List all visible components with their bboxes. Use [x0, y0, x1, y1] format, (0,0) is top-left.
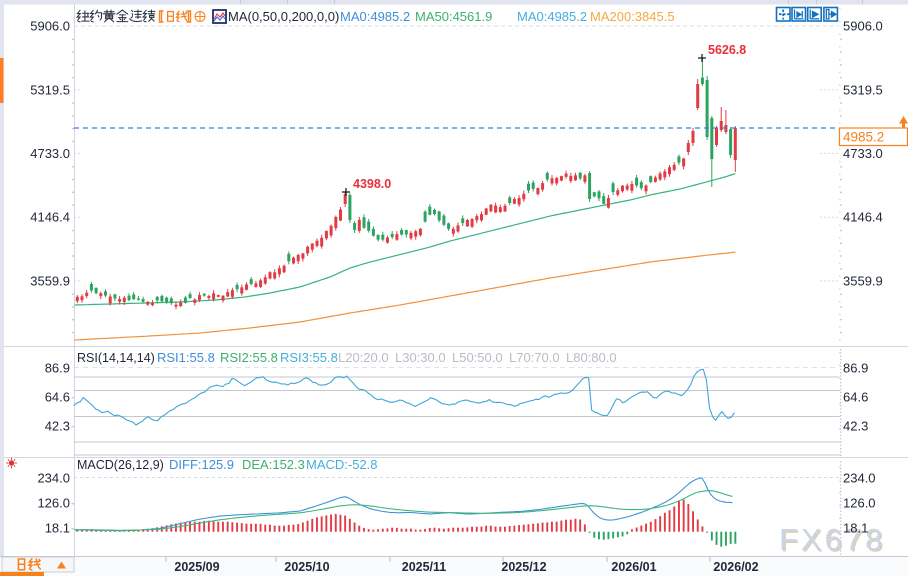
svg-text:42.3: 42.3: [45, 419, 70, 434]
svg-text:86.9: 86.9: [45, 361, 70, 376]
svg-text:5906.0: 5906.0: [843, 19, 883, 34]
svg-text:2026/01: 2026/01: [611, 560, 656, 574]
svg-text:2026/02: 2026/02: [713, 560, 758, 574]
svg-text:126.0: 126.0: [843, 496, 876, 511]
svg-text:L70:70.0: L70:70.0: [509, 350, 560, 365]
svg-text:MA(0,50,0,200,0,0): MA(0,50,0,200,0,0): [228, 9, 339, 24]
svg-text:18.1: 18.1: [843, 521, 868, 536]
svg-text:5626.8: 5626.8: [708, 43, 746, 57]
svg-text:3559.9: 3559.9: [843, 274, 883, 289]
svg-text:4398.0: 4398.0: [353, 177, 391, 191]
svg-text:5319.5: 5319.5: [843, 83, 883, 98]
svg-text:4985.2: 4985.2: [843, 130, 884, 145]
svg-text:64.6: 64.6: [843, 390, 868, 405]
svg-text:4146.4: 4146.4: [843, 210, 883, 225]
svg-text:MA50:4561.9: MA50:4561.9: [415, 9, 492, 24]
svg-text:MACD:-52.8: MACD:-52.8: [306, 457, 378, 472]
svg-text:DEA:152.3: DEA:152.3: [242, 457, 305, 472]
svg-text:5906.0: 5906.0: [30, 19, 70, 34]
svg-text:RSI1:55.8: RSI1:55.8: [157, 350, 215, 365]
svg-text:FX678: FX678: [781, 524, 887, 559]
svg-text:2025/09: 2025/09: [174, 560, 219, 574]
svg-text:64.6: 64.6: [45, 390, 70, 405]
svg-text:2025/12: 2025/12: [501, 560, 546, 574]
svg-text:L50:50.0: L50:50.0: [452, 350, 503, 365]
svg-text:42.3: 42.3: [843, 419, 868, 434]
svg-text:RSI2:55.8: RSI2:55.8: [220, 350, 278, 365]
svg-text:MA0:4985.2: MA0:4985.2: [340, 9, 410, 24]
svg-text:5319.5: 5319.5: [30, 83, 70, 98]
svg-text:86.9: 86.9: [843, 361, 868, 376]
svg-text:MA200:3845.5: MA200:3845.5: [590, 9, 675, 24]
svg-text:2025/10: 2025/10: [284, 560, 329, 574]
svg-text:2025/11: 2025/11: [402, 560, 447, 574]
svg-text:MACD(26,12,9): MACD(26,12,9): [77, 458, 164, 472]
svg-text:4146.4: 4146.4: [30, 210, 70, 225]
svg-text:RSI(14,14,14): RSI(14,14,14): [77, 351, 155, 365]
svg-text:MA0:4985.2: MA0:4985.2: [517, 9, 587, 24]
svg-text:3559.9: 3559.9: [30, 274, 70, 289]
svg-text:4733.0: 4733.0: [30, 146, 70, 161]
svg-text:L20:20.0: L20:20.0: [338, 350, 389, 365]
svg-text:FX678: FX678: [779, 522, 885, 557]
svg-text:RSI3:55.8: RSI3:55.8: [280, 350, 338, 365]
svg-text:234.0: 234.0: [37, 471, 70, 486]
svg-text:DIFF:125.9: DIFF:125.9: [169, 457, 234, 472]
svg-text:L30:30.0: L30:30.0: [395, 350, 446, 365]
svg-text:4733.0: 4733.0: [843, 146, 883, 161]
svg-text:234.0: 234.0: [843, 471, 876, 486]
svg-text:18.1: 18.1: [45, 521, 70, 536]
svg-text:L80:80.0: L80:80.0: [566, 350, 617, 365]
svg-text:126.0: 126.0: [37, 496, 70, 511]
